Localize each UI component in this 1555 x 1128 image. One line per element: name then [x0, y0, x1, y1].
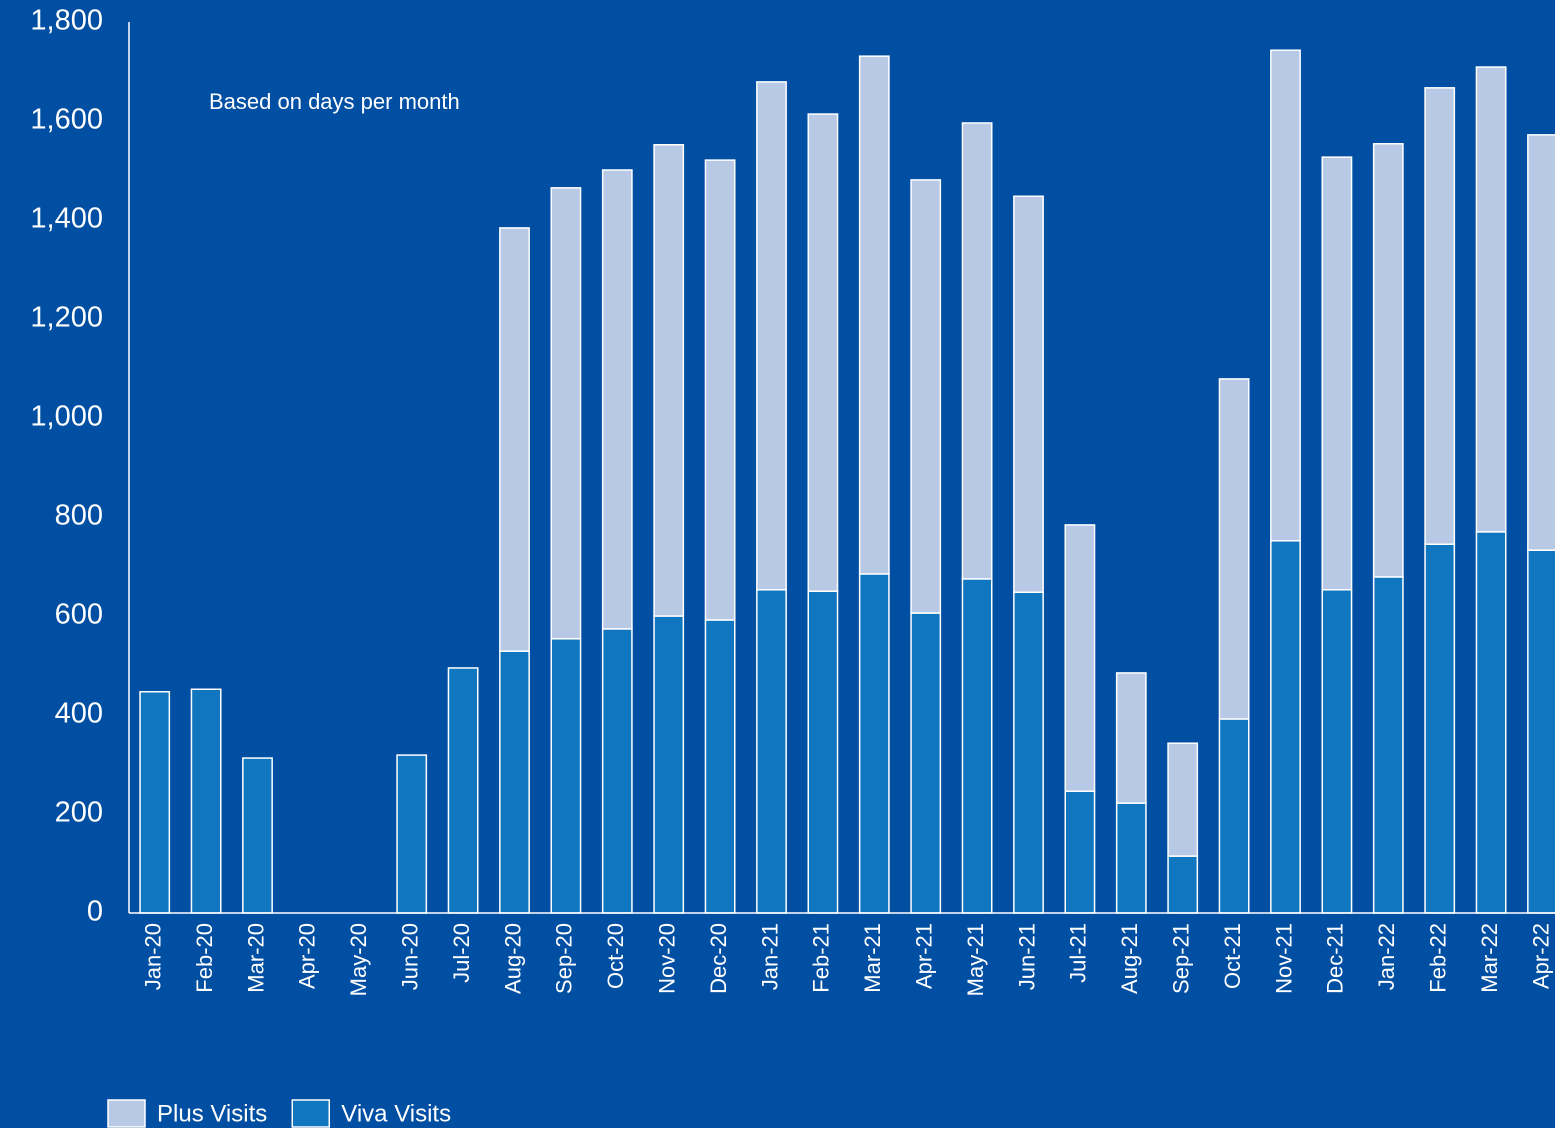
x-tick-label: Dec-20 [706, 923, 731, 994]
bar-segment [858, 55, 890, 575]
x-tick-label: Jul-20 [449, 923, 474, 983]
bar-segment [653, 144, 685, 617]
x-tick-label: Apr-20 [295, 923, 320, 989]
x-tick-label: Oct-20 [603, 923, 628, 989]
bar-segment [704, 619, 736, 914]
bar-segment [756, 589, 787, 914]
annotation: Based on days per month [209, 89, 460, 114]
bar-segment [961, 122, 993, 580]
legend-label: Plus Visits [157, 1100, 267, 1127]
x-tick-label: Nov-21 [1271, 923, 1296, 994]
y-tick-label: 400 [55, 698, 103, 730]
bar-segment [1270, 49, 1301, 542]
y-tick-label: 1,600 [30, 104, 103, 136]
legend-swatch [107, 1099, 146, 1128]
bar-segment [1115, 672, 1147, 804]
y-tick-label: 200 [55, 797, 103, 829]
x-tick-label: Sep-20 [552, 923, 577, 994]
bar-segment [653, 615, 685, 914]
bar-segment [1372, 576, 1404, 914]
bar-segment [190, 688, 222, 914]
x-tick-label: Apr-21 [912, 923, 937, 989]
bar-segment [910, 179, 942, 614]
bar-segment [1013, 195, 1044, 593]
bar-segment [756, 81, 787, 591]
bar-segment [807, 590, 839, 914]
x-tick-label: Feb-20 [192, 923, 217, 993]
x-tick-label: Feb-22 [1426, 923, 1451, 993]
x-tick-label: Nov-20 [655, 923, 680, 994]
y-tick-label: 1,800 [30, 5, 103, 37]
bar-segment [499, 227, 530, 652]
x-tick-label: Jul-21 [1066, 923, 1091, 983]
bar-segment [1270, 540, 1301, 914]
bar-segment [961, 578, 993, 914]
x-tick-label: May-20 [346, 923, 371, 996]
x-tick-label: Mar-20 [243, 923, 268, 993]
bar-segment [1321, 589, 1353, 914]
x-tick-label: Sep-21 [1169, 923, 1194, 994]
bar-segment [807, 113, 839, 592]
bar-segment [601, 628, 633, 914]
bar-segment [1475, 531, 1507, 914]
bar-segment [1064, 524, 1096, 792]
bar-segment [1167, 855, 1199, 914]
y-tick-label: 1,000 [30, 401, 103, 433]
bar-segment [1372, 143, 1404, 578]
x-tick-label: Jan-20 [141, 923, 166, 990]
y-tick-label: 0 [87, 896, 103, 928]
x-tick-label: Jan-22 [1374, 923, 1399, 990]
bar-segment [1013, 591, 1044, 914]
x-tick-label: Aug-21 [1117, 923, 1142, 994]
bar-segment [1218, 718, 1250, 914]
x-tick-label: Jun-20 [398, 923, 423, 990]
x-tick-label: Mar-21 [860, 923, 885, 993]
x-tick-label: Apr-22 [1528, 923, 1553, 989]
bar-segment [1424, 543, 1456, 914]
bar-segment [1424, 87, 1456, 545]
x-tick-label: Dec-21 [1323, 923, 1348, 994]
legend-swatch [291, 1099, 331, 1128]
bar-segment [447, 667, 479, 914]
bar-segment [601, 169, 633, 630]
bar-segment [1475, 66, 1507, 533]
bar-segment [550, 187, 582, 640]
bar-segment [1218, 378, 1250, 720]
bar-segment [704, 159, 736, 621]
x-tick-label: Feb-21 [809, 923, 834, 993]
bar-segment [1167, 742, 1199, 857]
bar-segment [1064, 790, 1096, 914]
x-tick-label: Aug-20 [500, 923, 525, 994]
bar-segment [550, 638, 582, 914]
bar-segment [1321, 156, 1353, 591]
y-tick-label: 600 [55, 599, 103, 631]
x-tick-label: Jun-21 [1014, 923, 1039, 990]
bar-segment [1527, 549, 1555, 914]
bar-segment [242, 757, 273, 914]
y-tick-label: 800 [55, 500, 103, 532]
bar-segment [139, 690, 171, 914]
x-tick-label: Mar-22 [1477, 923, 1502, 993]
bar-segment [1527, 134, 1555, 551]
legend-label: Viva Visits [341, 1100, 451, 1127]
bar-segment [1115, 802, 1147, 914]
y-tick-label: 1,400 [30, 203, 103, 235]
x-tick-label: May-21 [963, 923, 988, 996]
y-tick-label: 1,200 [30, 302, 103, 334]
bar-segment [499, 650, 530, 914]
bar-segment [858, 573, 890, 914]
bar-segment [396, 754, 428, 914]
x-tick-label: Oct-21 [1220, 923, 1245, 989]
bar-segment [910, 612, 942, 914]
x-tick-label: Jan-21 [757, 923, 782, 990]
